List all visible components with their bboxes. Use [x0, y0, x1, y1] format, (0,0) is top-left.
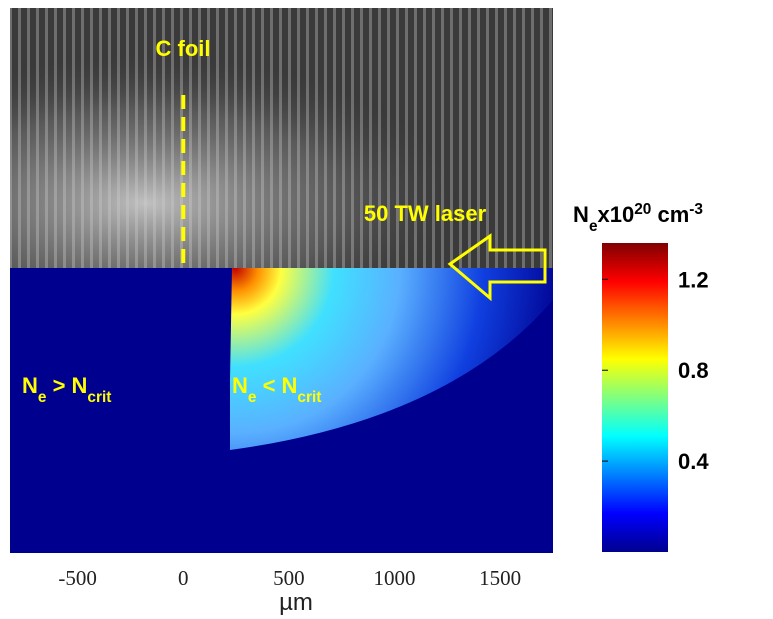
text-part: N [232, 373, 248, 398]
laser-arrow [447, 233, 547, 302]
x-axis-label: µm [279, 589, 313, 616]
text-part: crit [297, 389, 321, 406]
foil-label: C foil [156, 36, 211, 61]
colorbar-label: Nex1020 cm-3 [573, 201, 703, 235]
text-part: N [573, 202, 589, 227]
text-part: crit [87, 389, 111, 406]
x-tick-label: 1000 [374, 566, 416, 590]
text-part: e [589, 218, 598, 235]
text-part: < N [256, 373, 297, 398]
text-part: cm [651, 202, 689, 227]
x-tick-label: 0 [178, 566, 189, 590]
text-part: 20 [634, 201, 651, 218]
colorbar [602, 243, 668, 552]
colorbar-tick-label: 0.4 [678, 449, 709, 474]
laser-label: 50 TW laser [364, 201, 487, 226]
text-part: x10 [598, 202, 635, 227]
region-label: Ne < Ncrit [232, 373, 321, 406]
x-tick-label: -500 [58, 566, 97, 590]
text-part: -3 [689, 201, 703, 218]
colorbar-tick-label: 0.8 [678, 358, 709, 383]
text-part: > N [46, 373, 87, 398]
density-map [10, 268, 553, 553]
x-tick-label: 500 [273, 566, 305, 590]
x-tick-label: 1500 [479, 566, 521, 590]
text-part: N [22, 373, 38, 398]
region-label: Ne > Ncrit [22, 373, 111, 406]
interferogram [10, 8, 553, 268]
text-part: e [38, 389, 47, 406]
colorbar-tick-label: 1.2 [678, 267, 709, 292]
text-part: e [248, 389, 257, 406]
